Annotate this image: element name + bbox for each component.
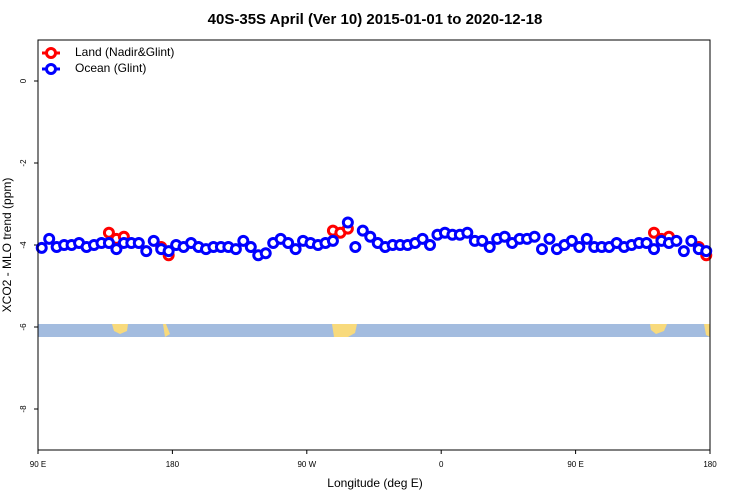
point xyxy=(35,241,48,254)
point xyxy=(483,241,496,254)
x-tick-label: 90 E xyxy=(567,460,583,469)
plot-frame xyxy=(37,39,711,451)
x-tick-label: 90 E xyxy=(30,460,46,469)
y-axis-label: XCO2 - MLO trend (ppm) xyxy=(0,178,14,313)
y-tick-label: -6 xyxy=(19,323,28,331)
point xyxy=(565,234,578,247)
point xyxy=(259,247,272,260)
point xyxy=(476,234,489,247)
point xyxy=(700,245,713,258)
y-tick-label: -2 xyxy=(19,159,28,167)
x-tick-label: 180 xyxy=(703,460,717,469)
legend-label: Land (Nadir&Glint) xyxy=(75,45,174,59)
legend-label: Ocean (Glint) xyxy=(75,61,146,75)
point xyxy=(498,230,511,243)
point xyxy=(677,245,690,258)
point xyxy=(289,243,302,256)
point xyxy=(43,232,56,245)
point xyxy=(573,241,586,254)
point xyxy=(110,243,123,256)
legend-marker xyxy=(45,47,57,59)
point xyxy=(648,243,660,256)
x-tick-label: 0 xyxy=(439,460,444,469)
land-ocean-band xyxy=(38,324,710,337)
y-tick-label: -4 xyxy=(19,241,28,249)
point xyxy=(102,236,115,249)
point xyxy=(416,232,429,245)
chart-title: 40S-35S April (Ver 10) 2015-01-01 to 202… xyxy=(208,11,543,28)
y-tick-label: -8 xyxy=(19,405,28,413)
point xyxy=(536,243,548,256)
point xyxy=(237,234,250,247)
point xyxy=(349,241,362,254)
point xyxy=(580,232,593,245)
point xyxy=(461,226,474,239)
point xyxy=(685,234,698,247)
point xyxy=(341,216,354,229)
point xyxy=(640,236,653,249)
point xyxy=(648,226,660,239)
x-tick-label: 90 W xyxy=(297,460,316,469)
point xyxy=(132,236,145,249)
point xyxy=(543,232,556,245)
point xyxy=(670,234,683,247)
point xyxy=(140,245,153,258)
point xyxy=(424,239,436,251)
point xyxy=(229,243,242,256)
point xyxy=(282,236,295,249)
point xyxy=(326,234,339,247)
point xyxy=(356,224,369,237)
point xyxy=(162,245,175,258)
point xyxy=(147,234,160,247)
point xyxy=(244,241,257,254)
y-tick-label: 0 xyxy=(19,78,28,83)
x-axis-label: Longitude (deg E) xyxy=(327,476,422,490)
legend-marker xyxy=(45,63,57,75)
x-tick-label: 180 xyxy=(166,460,180,469)
point xyxy=(364,230,377,243)
point xyxy=(528,230,541,243)
